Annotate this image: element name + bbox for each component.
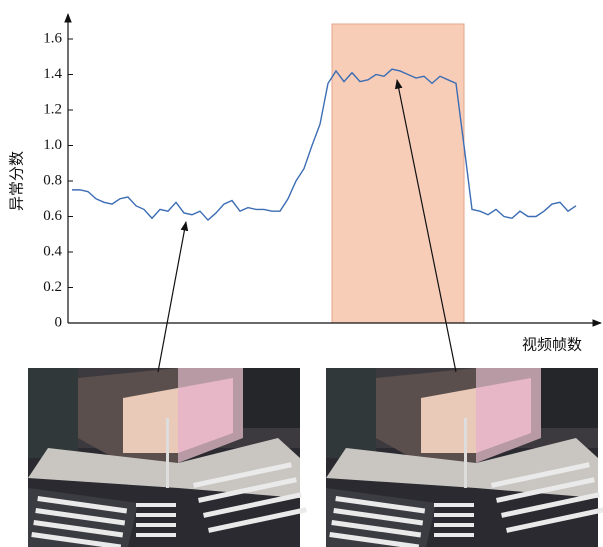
y-axis-label: 异常分数 — [8, 151, 25, 211]
pointer-arrow — [158, 222, 186, 372]
y-tick-label: 1.4 — [43, 66, 62, 82]
y-tick-label: 0.6 — [43, 208, 62, 224]
chart: 0 0.2 0.4 0.6 0.8 1.0 1.2 1.4 1.6 异常分数 视频帧数 — [0, 0, 603, 547]
y-tick-label: 1.2 — [43, 101, 62, 117]
y-tick-label: 0 — [55, 314, 63, 330]
page: 00.20.40.60.81.01.21.41.6 异常分数 视频帧数 (() … — [0, 0, 603, 547]
video-frame-normal — [28, 368, 307, 547]
score-line — [72, 69, 576, 220]
y-tick-label: 0.4 — [43, 243, 62, 259]
y-tick-label: 1.0 — [43, 137, 62, 153]
y-tick-label: 1.6 — [43, 30, 62, 46]
video-frame-anomaly — [326, 368, 603, 547]
y-tick-label: 0.2 — [43, 279, 62, 295]
y-tick-label: 0.8 — [43, 172, 62, 188]
x-axis-label: 视频帧数 — [522, 336, 582, 353]
anomaly-region — [332, 24, 464, 323]
